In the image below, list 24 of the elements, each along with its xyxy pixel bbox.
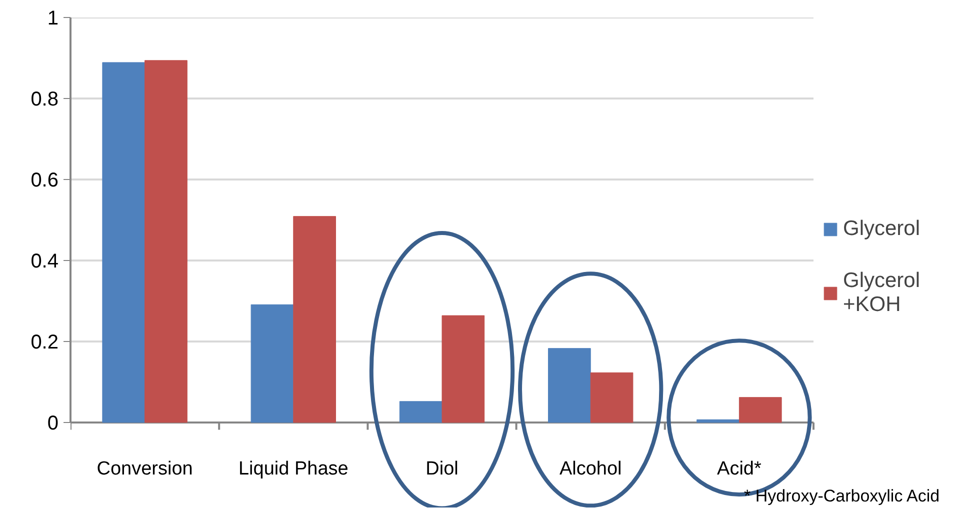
- legend-label: Glycerol: [843, 217, 920, 241]
- x-tick-label: Diol: [426, 458, 458, 480]
- bar: [442, 315, 485, 423]
- bar: [548, 348, 591, 423]
- bar: [102, 62, 146, 423]
- y-tick-label: 1: [47, 8, 58, 30]
- y-tick-label: 0.2: [30, 331, 59, 354]
- y-tick-label: 0: [47, 412, 58, 434]
- bar: [293, 216, 336, 423]
- bar: [399, 401, 442, 423]
- y-tick-label: 0.8: [30, 88, 59, 110]
- bar: [250, 304, 294, 423]
- x-tick-label: Liquid Phase: [238, 458, 348, 480]
- bar: [144, 60, 188, 423]
- legend-label: Glycerol +KOH: [843, 269, 920, 317]
- y-tick-label: 0.6: [30, 169, 59, 192]
- bar: [738, 397, 782, 423]
- bar: [696, 419, 740, 423]
- text: * Hydroxy-Carboxylic Acid: [744, 486, 940, 506]
- x-tick-label: Conversion: [96, 458, 193, 480]
- x-tick-label: Acid*: [717, 458, 762, 480]
- bar: [590, 372, 634, 423]
- y-tick-label: 0.4: [30, 250, 59, 272]
- x-tick-label: Alcohol: [559, 458, 622, 480]
